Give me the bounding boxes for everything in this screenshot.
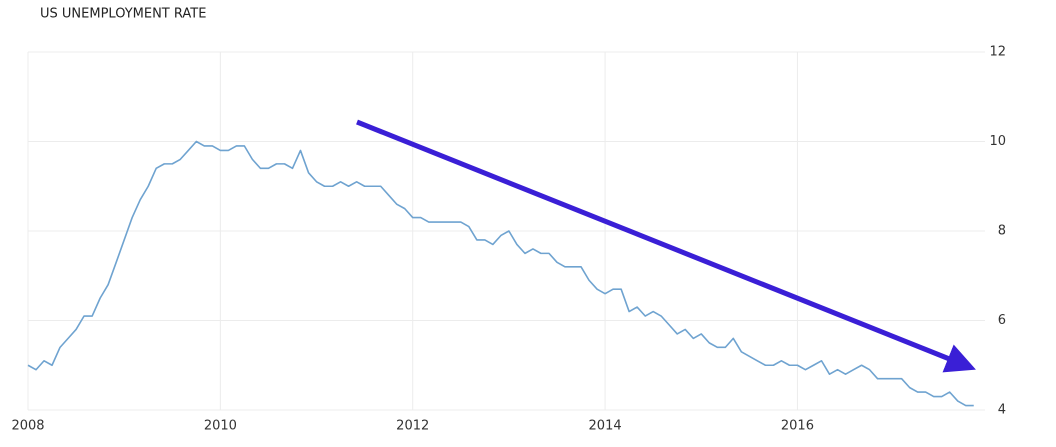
y-tick-label: 10 bbox=[989, 134, 1006, 149]
x-tick-label: 2012 bbox=[396, 419, 429, 434]
trend-arrow bbox=[356, 119, 976, 373]
x-tick-label: 2016 bbox=[781, 419, 814, 434]
x-tick-label: 2010 bbox=[204, 419, 237, 434]
chart-title: US UNEMPLOYMENT RATE bbox=[40, 7, 206, 22]
y-tick-label: 12 bbox=[989, 45, 1006, 60]
x-tick-label: 2008 bbox=[11, 419, 44, 434]
y-tick-label: 4 bbox=[998, 403, 1006, 418]
y-tick-label: 6 bbox=[998, 313, 1006, 328]
y-tick-label: 8 bbox=[998, 224, 1006, 239]
data-line bbox=[27, 140, 974, 407]
x-tick-label: 2014 bbox=[589, 419, 622, 434]
